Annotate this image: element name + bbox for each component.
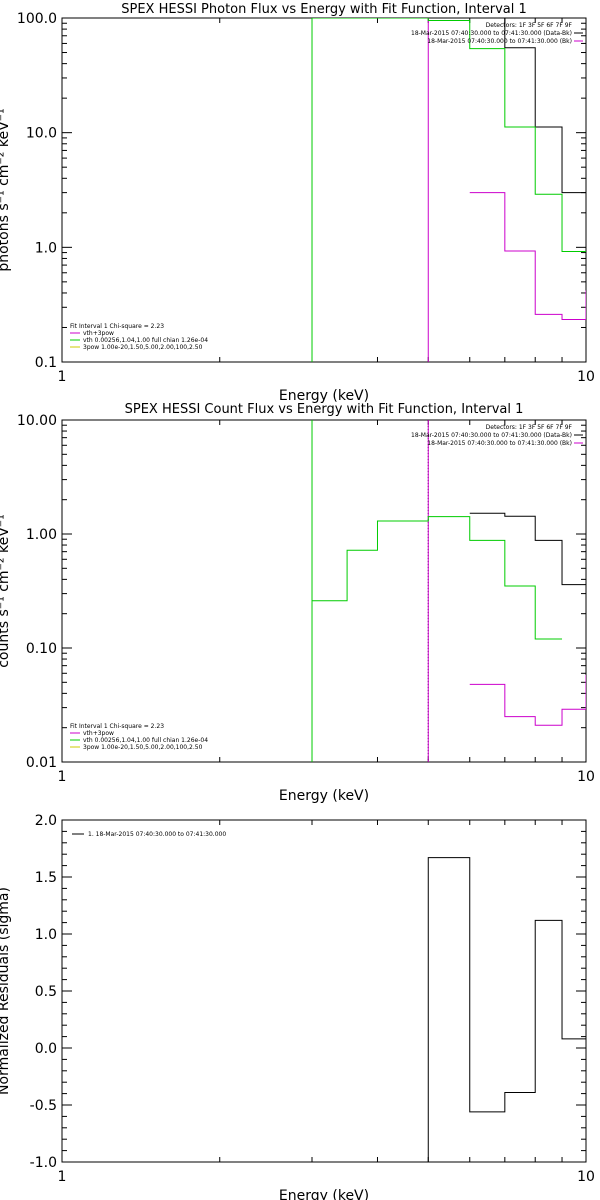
data-layer	[427, 857, 586, 1162]
header-line: 18-Mar-2015 07:40:30.000 to 07:41:30.000…	[427, 38, 572, 45]
series-bk	[469, 192, 586, 320]
chart-title: SPEX HESSI Photon Flux vs Energy with Fi…	[121, 2, 527, 17]
y-tick-label: 0.5	[35, 984, 57, 1000]
series-data-bk	[469, 512, 586, 637]
fit-legend-entry: vth+3pow	[83, 330, 114, 337]
y-tick-label: -0.5	[30, 1098, 57, 1114]
y-tick-label: -1.0	[30, 1155, 57, 1171]
series-1-18-mar-2015-07-40-30-000-to-07-41-30-000	[427, 857, 586, 1162]
panel-2: SPEX HESSI Count Flux vs Energy with Fit…	[0, 402, 595, 804]
axes-frame	[61, 419, 587, 763]
x-tick-label: 10	[577, 769, 595, 785]
panel-1: SPEX HESSI Photon Flux vs Energy with Fi…	[0, 2, 595, 404]
x-axis-label: Energy (keV)	[279, 1188, 369, 1200]
series-vth	[312, 18, 586, 252]
y-tick-label: 0.0	[35, 1041, 57, 1057]
fit-legend-entry: vth+3pow	[83, 730, 114, 737]
header-line: Detectors: 1F 3F 5F 6F 7F 9F	[486, 424, 573, 431]
fit-legend-title: Fit Interval 1 Chi-square = 2.23	[70, 323, 164, 330]
y-tick-label: 0.01	[26, 755, 57, 771]
y-axis-label: Normalized Residuals (sigma)	[0, 887, 12, 1095]
header-line: 18-Mar-2015 07:40:30.000 to 07:41:30.000…	[427, 440, 572, 447]
legend-entry: 1. 18-Mar-2015 07:40:30.000 to 07:41:30.…	[88, 831, 226, 838]
axes-frame	[61, 17, 587, 363]
x-tick-label: 10	[577, 1169, 595, 1185]
y-tick-label: 0.10	[26, 641, 57, 657]
x-tick-label: 1	[58, 769, 67, 785]
y-tick-label: 10.00	[17, 413, 57, 429]
data-layer	[311, 18, 586, 362]
x-axis-label: Energy (keV)	[279, 388, 369, 404]
fit-legend-entry: 3pow 1.00e-20,1.50,5.00,2.00,100,2.50	[83, 744, 203, 751]
y-tick-label: 0.1	[35, 355, 57, 371]
x-tick-label: 1	[58, 369, 67, 385]
panel-3: 1 10 Energy (keV) -1.0 -0.5 0.0 0.5 1.0 1.5 2.0 No…	[0, 813, 595, 1200]
series-data-bk	[469, 18, 586, 249]
y-tick-label: 10.0	[26, 126, 57, 142]
fit-legend-entry: vth 0.00256,1.04,1.00 full chian 1.26e-0…	[83, 337, 208, 344]
y-tick-label: 1.00	[26, 527, 57, 543]
y-axis-label: counts s⁻¹ cm⁻² keV⁻¹	[0, 514, 12, 668]
header-line: 18-Mar-2015 07:40:30.000 to 07:41:30.000…	[411, 432, 572, 439]
header-line: 18-Mar-2015 07:40:30.000 to 07:41:30.000…	[411, 30, 572, 37]
x-axis-label: Energy (keV)	[279, 788, 369, 804]
y-tick-label: 1.5	[35, 870, 57, 886]
fit-legend-entry: 3pow 1.00e-20,1.50,5.00,2.00,100,2.50	[83, 344, 203, 351]
fit-legend-title: Fit Interval 1 Chi-square = 2.23	[70, 723, 164, 730]
y-tick-label: 1.0	[35, 240, 57, 256]
x-tick-label: 10	[577, 369, 595, 385]
data-layer	[311, 420, 586, 762]
axes-frame	[61, 819, 587, 1163]
y-tick-label: 1.0	[35, 927, 57, 943]
y-tick-label: 2.0	[35, 813, 57, 829]
header-line: Detectors: 1F 3F 5F 6F 7F 9F	[486, 22, 573, 29]
series-vth	[312, 516, 563, 640]
x-tick-label: 1	[58, 1169, 67, 1185]
fit-legend-entry: vth 0.00256,1.04,1.00 full chian 1.26e-0…	[83, 737, 208, 744]
y-tick-label: 100.0	[17, 11, 57, 27]
series-bk	[469, 674, 586, 726]
chart-title: SPEX HESSI Count Flux vs Energy with Fit…	[125, 402, 524, 417]
y-axis-label: photons s⁻¹ cm⁻² keV⁻¹	[0, 108, 12, 271]
